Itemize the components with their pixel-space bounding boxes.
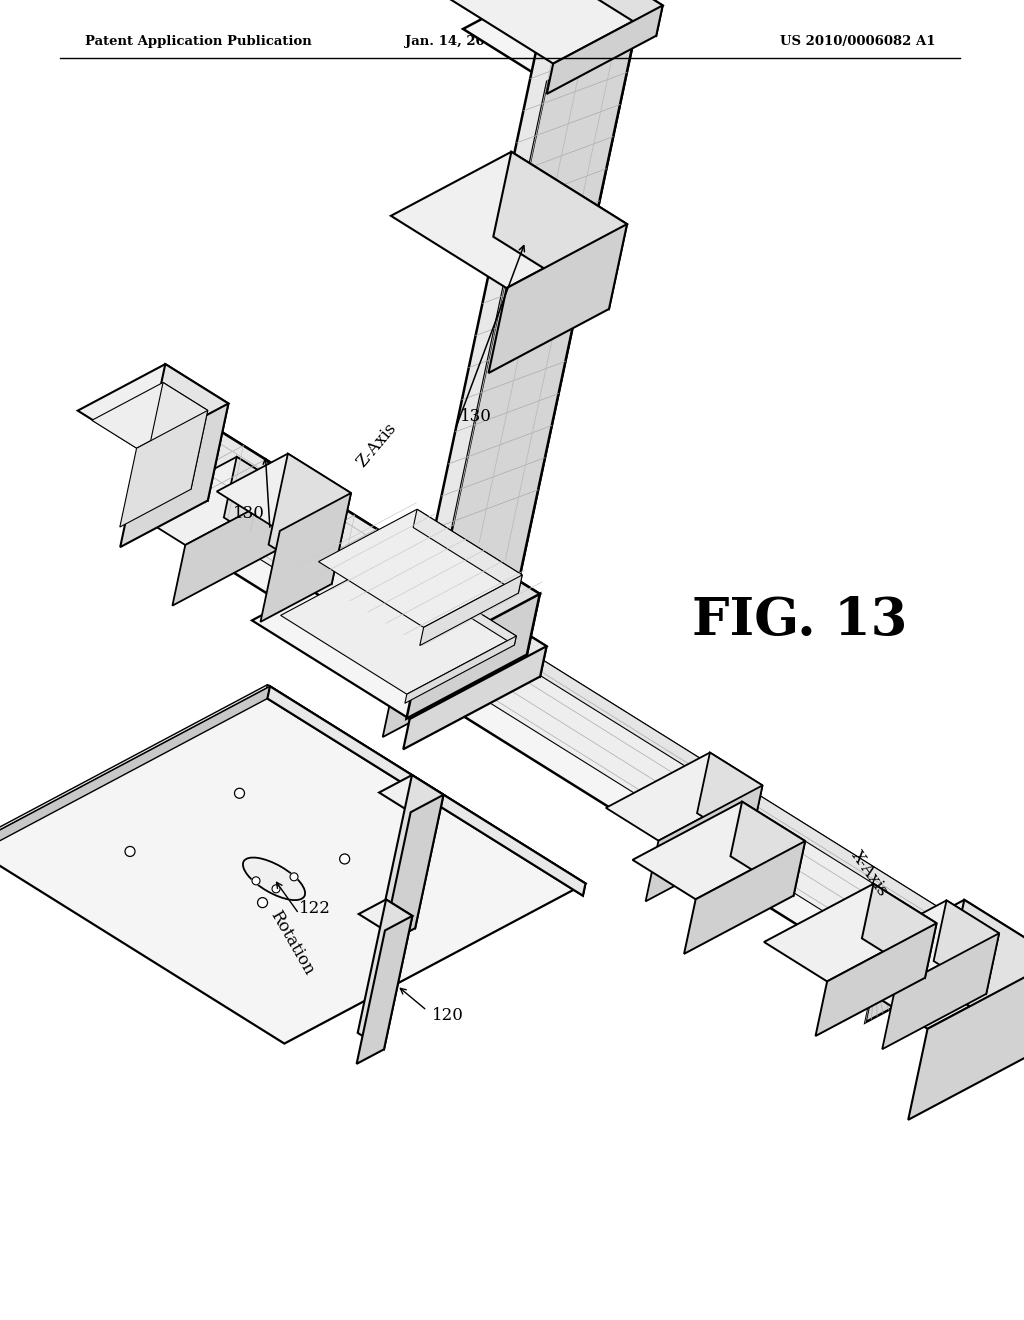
Ellipse shape <box>243 858 305 900</box>
Circle shape <box>234 788 245 799</box>
Polygon shape <box>318 510 522 627</box>
Polygon shape <box>384 775 443 928</box>
Polygon shape <box>945 900 1024 1049</box>
Polygon shape <box>551 0 663 36</box>
Polygon shape <box>126 409 217 539</box>
Polygon shape <box>547 5 663 94</box>
Polygon shape <box>146 383 208 490</box>
Polygon shape <box>268 454 351 583</box>
Polygon shape <box>267 686 586 896</box>
Polygon shape <box>383 622 500 737</box>
Polygon shape <box>265 685 270 698</box>
Polygon shape <box>883 933 999 1049</box>
Polygon shape <box>217 467 964 975</box>
Text: Rotation: Rotation <box>267 907 317 978</box>
Polygon shape <box>416 599 460 672</box>
Polygon shape <box>144 418 488 627</box>
Polygon shape <box>420 576 522 645</box>
Polygon shape <box>120 411 208 527</box>
Polygon shape <box>908 958 1024 1119</box>
Polygon shape <box>382 795 443 945</box>
Text: US 2010/0006082 A1: US 2010/0006082 A1 <box>779 36 935 49</box>
Polygon shape <box>633 801 805 899</box>
Polygon shape <box>390 577 460 616</box>
Polygon shape <box>862 884 937 978</box>
Text: Jan. 14, 2010  Sheet 13 of 22: Jan. 14, 2010 Sheet 13 of 22 <box>404 36 620 49</box>
Polygon shape <box>764 884 937 982</box>
Polygon shape <box>400 515 540 655</box>
Text: FIG. 13: FIG. 13 <box>692 594 907 645</box>
Polygon shape <box>877 911 945 961</box>
Polygon shape <box>431 34 635 627</box>
Text: Patent Application Publication: Patent Application Publication <box>85 36 311 49</box>
Circle shape <box>252 876 260 884</box>
Polygon shape <box>403 647 547 750</box>
Polygon shape <box>183 418 488 672</box>
Polygon shape <box>174 395 217 500</box>
Circle shape <box>290 873 298 880</box>
Polygon shape <box>122 395 217 447</box>
Polygon shape <box>92 383 208 449</box>
Text: X-Axis: X-Axis <box>848 847 892 899</box>
Circle shape <box>272 884 280 892</box>
Polygon shape <box>494 152 627 309</box>
Polygon shape <box>645 785 763 902</box>
Polygon shape <box>0 686 586 1044</box>
Polygon shape <box>224 457 290 550</box>
Polygon shape <box>343 589 500 676</box>
Polygon shape <box>139 467 964 974</box>
Polygon shape <box>843 900 999 989</box>
Polygon shape <box>407 594 540 718</box>
Polygon shape <box>382 548 547 677</box>
Text: 122: 122 <box>299 900 331 917</box>
Polygon shape <box>697 752 763 846</box>
Polygon shape <box>260 494 351 622</box>
Polygon shape <box>293 515 540 657</box>
Polygon shape <box>404 636 516 704</box>
Polygon shape <box>391 152 627 288</box>
Polygon shape <box>267 686 586 896</box>
Polygon shape <box>434 0 635 581</box>
Circle shape <box>258 898 267 908</box>
Polygon shape <box>412 577 460 655</box>
Text: 130: 130 <box>460 408 492 425</box>
Polygon shape <box>833 900 1024 1028</box>
Polygon shape <box>172 490 290 606</box>
Polygon shape <box>449 0 663 63</box>
Polygon shape <box>488 224 627 374</box>
Polygon shape <box>226 465 945 927</box>
Polygon shape <box>357 899 413 1049</box>
Polygon shape <box>252 548 547 719</box>
Polygon shape <box>684 841 805 954</box>
Polygon shape <box>434 589 500 681</box>
Circle shape <box>125 846 135 857</box>
Polygon shape <box>144 364 228 500</box>
Polygon shape <box>606 752 763 841</box>
Polygon shape <box>217 454 351 531</box>
Polygon shape <box>413 510 522 593</box>
Polygon shape <box>934 900 999 994</box>
Polygon shape <box>730 801 805 896</box>
Polygon shape <box>463 0 635 82</box>
Polygon shape <box>164 465 945 946</box>
Polygon shape <box>815 923 937 1036</box>
Circle shape <box>340 854 349 865</box>
Polygon shape <box>281 557 516 694</box>
Polygon shape <box>379 775 443 812</box>
Polygon shape <box>358 899 413 931</box>
Polygon shape <box>120 404 228 546</box>
Text: 130: 130 <box>233 506 265 521</box>
Polygon shape <box>0 685 270 846</box>
Polygon shape <box>356 916 413 1064</box>
Text: Z-Axis: Z-Axis <box>353 420 399 470</box>
Text: 120: 120 <box>432 1007 464 1024</box>
Polygon shape <box>0 686 270 858</box>
Polygon shape <box>388 557 516 645</box>
Polygon shape <box>865 927 964 1022</box>
Polygon shape <box>418 598 488 701</box>
Polygon shape <box>133 457 290 545</box>
Polygon shape <box>78 364 228 450</box>
